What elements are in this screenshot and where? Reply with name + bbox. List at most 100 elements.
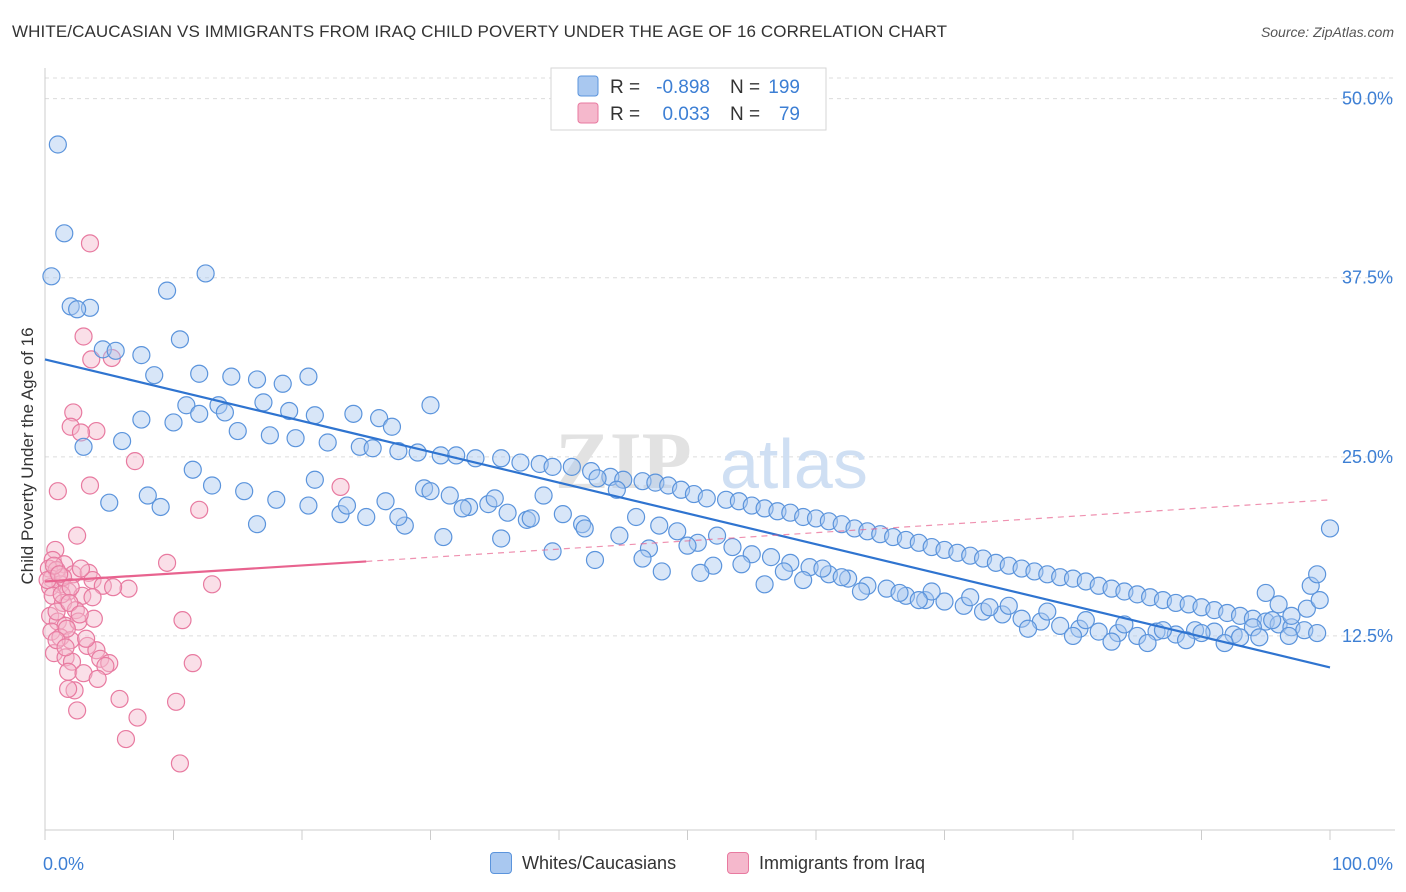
iraq-point: [61, 578, 80, 597]
white-point: [999, 596, 1018, 615]
white-point: [202, 476, 222, 495]
white-point: [688, 533, 707, 552]
legend-item-iraq: Immigrants from Iraq: [727, 852, 925, 874]
white-point: [170, 330, 190, 349]
white-point: [305, 406, 324, 425]
iraq-point: [202, 575, 222, 594]
iraq-point: [42, 622, 61, 641]
white-point: [151, 497, 170, 517]
white-point: [247, 515, 267, 534]
legend-top: R = -0.898 N = 199 R = 0.033 N = 79: [550, 67, 827, 131]
legend-swatch-white: [577, 75, 599, 97]
white-point: [534, 486, 553, 505]
white-point: [610, 526, 629, 545]
white-point: [74, 437, 93, 456]
white-point: [1256, 583, 1275, 603]
white-point: [370, 409, 389, 428]
white-point: [697, 489, 716, 508]
iraq-point: [170, 754, 190, 773]
white-point: [235, 482, 254, 501]
white-point: [732, 555, 751, 574]
white-point: [389, 441, 408, 461]
white-point: [344, 404, 363, 423]
white-point: [1308, 623, 1327, 643]
iraq-point: [61, 417, 80, 436]
white-point: [222, 367, 241, 386]
white-point: [1263, 611, 1282, 630]
white-point: [668, 522, 687, 541]
iraq-trend-line: [44, 560, 367, 583]
white-point: [588, 469, 607, 488]
white-point: [707, 526, 727, 545]
white-point: [485, 489, 504, 508]
white-point: [318, 433, 337, 452]
white-point: [190, 364, 209, 383]
y-tick-label: 12.5%: [1342, 626, 1393, 646]
white-point: [299, 496, 318, 515]
legend-r-value-white: -0.898: [656, 77, 710, 98]
iraq-point: [59, 679, 78, 699]
white-point: [890, 583, 909, 603]
white-point: [678, 536, 697, 555]
white-point: [1018, 619, 1038, 638]
x-tick-label-max: 100.0%: [1332, 854, 1393, 874]
white-point: [1310, 590, 1329, 610]
white-point: [299, 367, 318, 386]
white-point: [652, 562, 671, 581]
white-point: [421, 482, 440, 501]
iraq-point: [80, 476, 100, 495]
iraq-point: [88, 669, 107, 688]
legend-label-white: Whites/Caucasians: [522, 852, 677, 873]
white-point: [1297, 599, 1316, 618]
white-point: [794, 570, 813, 590]
white-point: [639, 539, 659, 558]
iraq-point: [71, 559, 91, 578]
white-point: [607, 480, 626, 499]
white-point: [1269, 595, 1288, 614]
iraq-point: [116, 729, 136, 749]
white-point: [440, 486, 459, 505]
white-point: [909, 590, 928, 610]
white-point: [453, 499, 472, 518]
white-point: [1012, 609, 1031, 628]
white-point: [1138, 633, 1157, 653]
iraq-point: [60, 593, 79, 613]
white-point: [1279, 626, 1298, 646]
source-label: Source: ZipAtlas.com: [1260, 24, 1394, 40]
iraq-point: [59, 662, 78, 681]
white-point: [626, 507, 646, 527]
iraq-point: [70, 605, 89, 624]
iraq-point: [44, 556, 64, 575]
white-point: [761, 548, 781, 567]
iraq-point: [77, 629, 96, 648]
white-point: [267, 490, 286, 509]
white-point: [305, 470, 324, 489]
iraq-point: [87, 421, 106, 441]
iraq-point: [48, 482, 67, 501]
white-point: [492, 449, 511, 468]
y-tick-label: 37.5%: [1342, 268, 1393, 288]
watermark-atlas: atlas: [720, 425, 868, 503]
iraq-points: [38, 234, 350, 773]
iraq-point: [69, 612, 88, 631]
white-point: [813, 559, 832, 578]
white-point: [273, 374, 292, 393]
white-point: [585, 550, 605, 570]
white-point: [286, 429, 305, 448]
trend-lines: [44, 358, 1331, 669]
white-point: [553, 505, 572, 524]
white-points: [42, 135, 1340, 653]
white-point: [492, 529, 511, 548]
white-point: [832, 568, 851, 587]
white-point: [1089, 622, 1108, 641]
white-point: [382, 417, 402, 436]
iraq-point: [166, 692, 186, 711]
white-point: [521, 509, 540, 528]
white-point: [633, 549, 652, 568]
legend-n-value-iraq: 79: [779, 104, 800, 125]
iraq-point: [68, 701, 87, 720]
chart-title: WHITE/CAUCASIAN VS IMMIGRANTS FROM IRAQ …: [12, 22, 948, 41]
iraq-point: [183, 654, 202, 673]
white-point: [363, 439, 382, 458]
